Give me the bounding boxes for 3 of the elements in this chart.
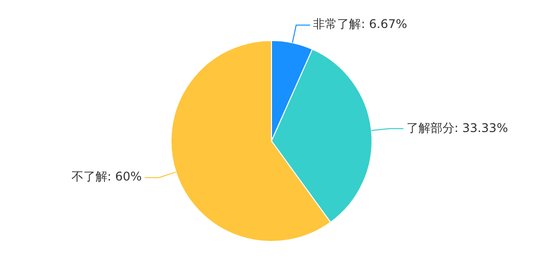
slice-label: 非常了解: 6.67%: [313, 17, 408, 32]
slice-label: 了解部分: 33.33%: [406, 120, 508, 135]
slice-label: 不了解: 60%: [71, 170, 142, 184]
